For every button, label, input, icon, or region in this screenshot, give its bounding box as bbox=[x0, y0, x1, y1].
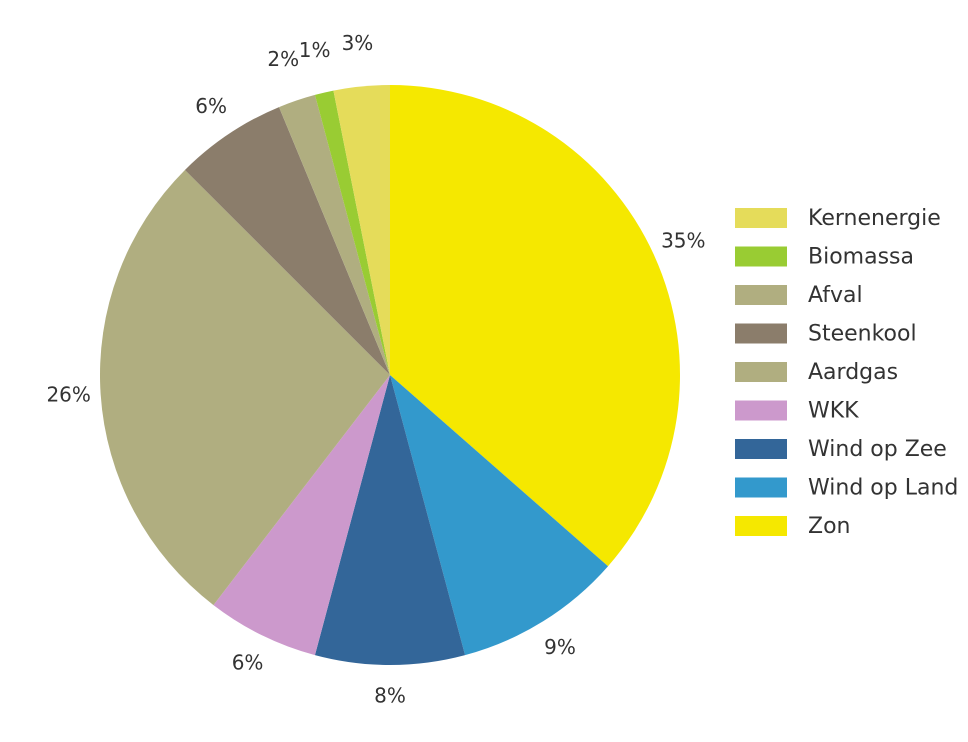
legend-swatch bbox=[735, 323, 787, 344]
data-label: 2% bbox=[267, 47, 299, 71]
pie-slice bbox=[390, 375, 609, 656]
data-label: 35% bbox=[661, 229, 705, 253]
pie-slice bbox=[213, 375, 390, 656]
data-label: 9% bbox=[544, 635, 576, 659]
data-label: 26% bbox=[46, 383, 90, 407]
data-label: 1% bbox=[299, 38, 331, 62]
pie-slice bbox=[314, 375, 466, 665]
legend-swatch bbox=[735, 516, 787, 536]
pie-slice bbox=[184, 107, 390, 375]
data-label: 3% bbox=[342, 31, 374, 55]
pie-slice bbox=[390, 85, 681, 567]
legend-label: Steenkool bbox=[808, 322, 917, 347]
legend-label: Aardgas bbox=[808, 360, 898, 385]
data-label: 8% bbox=[374, 684, 406, 708]
legend-label: Kernenergie bbox=[808, 206, 941, 231]
pie-slice bbox=[333, 85, 390, 375]
legend-swatch bbox=[735, 400, 787, 421]
legend-label: Zon bbox=[808, 514, 850, 539]
legend-label: WKK bbox=[808, 399, 859, 424]
legend-label: Biomassa bbox=[808, 245, 914, 270]
legend-swatch bbox=[735, 362, 787, 382]
pie-slice bbox=[314, 90, 390, 375]
legend-label: Wind op Land bbox=[808, 476, 958, 501]
pie-slice bbox=[279, 94, 390, 376]
legend-label: Afval bbox=[808, 283, 863, 308]
legend-swatch bbox=[735, 439, 787, 459]
legend-swatch bbox=[735, 208, 787, 228]
pie-slice bbox=[100, 169, 390, 606]
data-label: 6% bbox=[195, 94, 227, 118]
legend-swatch bbox=[735, 246, 787, 267]
legend-swatch bbox=[735, 285, 787, 305]
data-label: 6% bbox=[232, 650, 264, 674]
legend-label: Wind op Zee bbox=[808, 437, 947, 462]
legend-swatch bbox=[735, 477, 787, 498]
